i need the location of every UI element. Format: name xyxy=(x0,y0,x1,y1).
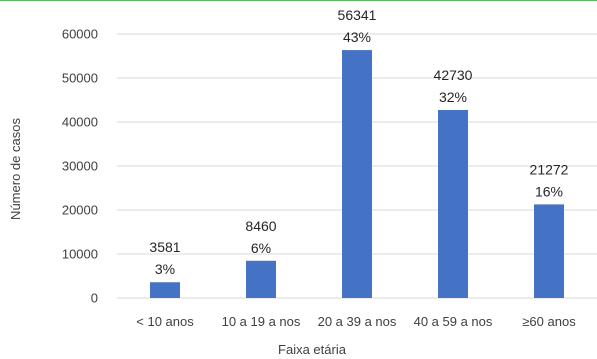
y-tick-label: 20000 xyxy=(62,203,98,218)
x-axis-title: Faixa etária xyxy=(278,342,347,357)
y-tick-label: 0 xyxy=(91,291,98,306)
data-label-percent: 16% xyxy=(535,183,563,199)
x-tick-label: ≥60 anos xyxy=(522,314,576,329)
x-tick-label: 20 a 39 a nos xyxy=(318,314,397,329)
y-axis-ticks: 0 10000 20000 30000 40000 50000 60000 xyxy=(62,27,98,306)
data-label-value: 3581 xyxy=(149,239,180,255)
bar xyxy=(150,282,180,298)
bar xyxy=(438,109,468,298)
y-tick-label: 40000 xyxy=(62,115,98,130)
data-label-value: 42730 xyxy=(434,67,473,83)
bars xyxy=(150,50,564,298)
y-tick-label: 60000 xyxy=(62,27,98,42)
data-label-percent: 6% xyxy=(251,240,271,256)
y-tick-label: 30000 xyxy=(62,159,98,174)
data-label-percent: 43% xyxy=(343,29,371,45)
y-axis-title: Número de casos xyxy=(8,118,23,220)
bar xyxy=(534,204,564,298)
data-labels: 3581 3% 8460 6% 56341 43% 42730 32% 21272 16% xyxy=(149,7,568,277)
x-axis-ticks: < 10 anos 10 a 19 a nos 20 a 39 a nos 40 a … xyxy=(136,314,576,329)
y-tick-label: 50000 xyxy=(62,71,98,86)
data-label-value: 8460 xyxy=(245,218,276,234)
y-tick-label: 10000 xyxy=(62,247,98,262)
x-tick-label: < 10 anos xyxy=(136,314,194,329)
data-label-value: 21272 xyxy=(530,161,569,177)
x-tick-label: 40 a 59 a nos xyxy=(414,314,493,329)
data-label-percent: 32% xyxy=(439,89,467,105)
data-label-value: 56341 xyxy=(338,7,377,23)
bar xyxy=(342,50,372,298)
x-tick-label: 10 a 19 a nos xyxy=(222,314,301,329)
data-label-percent: 3% xyxy=(155,261,175,277)
bar xyxy=(246,260,276,298)
